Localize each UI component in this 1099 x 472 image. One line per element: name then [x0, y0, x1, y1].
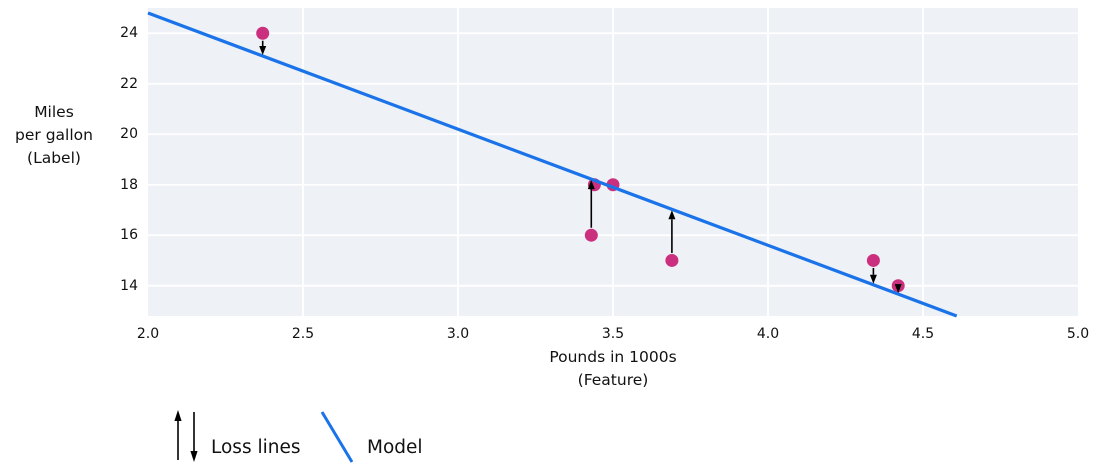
x-tick-label: 3.5 [601, 326, 625, 342]
x-axis-label: Pounds in 1000s (Feature) [549, 348, 677, 389]
legend-down-arrow-head [190, 451, 198, 462]
plot-area [148, 8, 1078, 316]
y-tick-label: 24 [120, 25, 138, 42]
x-tick-label: 2.0 [136, 326, 160, 342]
legend-up-arrow-head [174, 410, 182, 421]
y-tick-label: 18 [120, 176, 138, 193]
loss-lines-icon [174, 410, 198, 462]
legend-loss-label: Loss lines [211, 437, 301, 458]
x-tick-label: 2.5 [291, 326, 315, 342]
model-line-icon [320, 411, 354, 463]
legend-model-label: Model [367, 437, 423, 458]
y-tick-label: 20 [120, 126, 138, 143]
x-tick-label: 3.0 [446, 326, 470, 342]
x-tick-label: 4.0 [756, 326, 780, 342]
x-tick-label: 4.5 [911, 326, 935, 342]
y-tick-label: 22 [120, 75, 138, 92]
y-tick-label: 16 [120, 227, 138, 244]
y-axis-label: Miles per gallon (Label) [15, 103, 93, 167]
legend: Loss lines Model [0, 400, 560, 472]
legend-model-line [320, 411, 354, 463]
y-tick-label: 14 [120, 277, 138, 294]
x-tick-label: 5.0 [1066, 326, 1090, 342]
